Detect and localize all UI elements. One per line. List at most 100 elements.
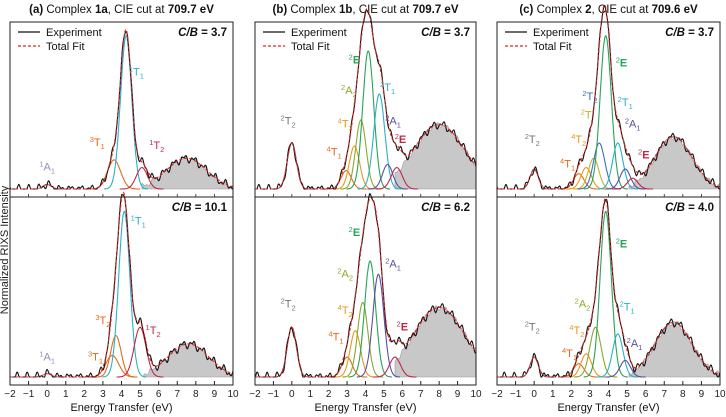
peak-label-2T1: 2T1 — [618, 95, 633, 111]
peak-1T1 — [102, 210, 147, 378]
peak-label-4T2: 4T2 — [569, 323, 584, 339]
x-tick-label: 1 — [307, 389, 313, 400]
peak-2E — [583, 210, 628, 378]
subplot-a2: 1A1 3T1 3T2 1T1 1T2 C/B = 10.1 −2 −1 0 1 2 3 4 5 6 7 8 9 1… — [4, 191, 239, 414]
x-tick-label: 10 — [714, 389, 726, 400]
peak-label-1A1: 1A1 — [39, 349, 55, 365]
peak-4T2 — [334, 145, 375, 190]
x-tick-label: 0 — [289, 389, 295, 400]
x-axis-label: Energy Transfer (eV) — [70, 402, 172, 414]
x-tick-label: 0 — [531, 389, 537, 400]
x-tick-label: 0 — [44, 389, 50, 400]
cb-ratio: C/B = 3.7 — [178, 27, 227, 39]
peak-label-2T2: 2T2 — [582, 89, 597, 105]
peak-label-4T1: 4T1 — [560, 157, 575, 173]
y-axis-label: Normalized RIXS Intensity — [0, 185, 11, 314]
x-tick-label: 3 — [100, 389, 106, 400]
x-tick-label: 6 — [643, 389, 649, 400]
peak-2A1 — [367, 163, 408, 190]
peak-2A2 — [573, 326, 618, 378]
peak-1T2 — [116, 326, 164, 378]
legend-fit-label: Total Fit — [291, 41, 330, 53]
peak-label-2T2: 2T2 — [281, 296, 296, 312]
peak-label-2T1: 2T1 — [380, 80, 395, 96]
cb-ratio: C/B = 3.7 — [421, 27, 470, 39]
peak-2A2 — [340, 119, 382, 190]
total-fit-line — [255, 196, 477, 378]
peak-label-4T1: 4T1 — [562, 346, 577, 362]
x-tick-label: 1 — [550, 389, 556, 400]
x-tick-label: 3 — [587, 389, 593, 400]
x-tick-label: 5 — [624, 389, 630, 400]
peak-2T1 — [357, 93, 402, 190]
peak-label-2T2: 2T2 — [525, 320, 540, 336]
cb-ratio: C/B = 3.7 — [665, 27, 714, 39]
peak-label-2E: 2E — [397, 320, 409, 334]
x-tick-label: 2 — [82, 389, 88, 400]
peak-2E — [612, 177, 654, 190]
x-tick-label: 9 — [699, 389, 705, 400]
panel-title: (a) Complex 1a, CIE cut at 709.7 eV — [29, 4, 214, 16]
x-tick-label: −1 — [510, 389, 522, 400]
peak-2E — [346, 50, 391, 190]
total-fit-line — [10, 191, 234, 378]
subplot-c2: 2T2 4T1 4T2 2A2 2E 2T1 2A1 C/B = 4.0 −2 −1 0 1 2 3 4 5 6… — [491, 196, 726, 414]
peak-label-1T1: 1T1 — [131, 214, 146, 230]
peak-4T2 — [565, 166, 607, 190]
peak-label-2A1: 2A1 — [625, 117, 641, 133]
peak-label-4T2: 4T2 — [571, 132, 586, 148]
x-tick-label: −2 — [491, 389, 503, 400]
peak-label-2E: 2E — [638, 147, 650, 161]
peak-2T1 — [597, 142, 639, 190]
legend: Experiment Total Fit — [263, 27, 347, 53]
legend-experiment-label: Experiment — [46, 27, 102, 39]
panel-title: (c) Complex 2, CIE cut at 709.6 eV — [519, 4, 698, 16]
peak-label-2E: 2E — [349, 225, 361, 239]
x-tick-label: 9 — [455, 389, 461, 400]
subplot-b1: 2T2 4T1 4T2 2A2 2E 2T1 2A1 2E C/B = 3.7 Experimen… — [254, 8, 477, 198]
peak-label-1T2: 1T2 — [149, 138, 164, 154]
peak-2T2 — [273, 326, 311, 378]
x-tick-label: −2 — [4, 389, 16, 400]
peak-label-2E: 2E — [349, 52, 361, 66]
x-tick-label: 9 — [212, 389, 218, 400]
legend: Experiment Total Fit — [18, 27, 102, 53]
peak-4T2 — [334, 330, 376, 378]
cb-ratio: C/B = 6.2 — [421, 202, 470, 214]
peak-label-1T1: 1T1 — [129, 65, 144, 81]
peak-2E — [583, 35, 628, 190]
background-area — [141, 156, 234, 190]
peak-4T2 — [565, 353, 607, 378]
x-tick-label: 10 — [227, 389, 239, 400]
peak-label-2E: 2E — [616, 237, 628, 251]
legend-fit-label: Total Fit — [533, 41, 572, 53]
total-fit-line — [497, 4, 721, 190]
peak-label-2T2: 2T2 — [281, 114, 296, 130]
x-axis-label: Energy Transfer (eV) — [314, 402, 416, 414]
peak-3T1 — [88, 159, 141, 190]
peak-4T1 — [326, 356, 368, 378]
x-tick-label: 8 — [436, 389, 442, 400]
x-tick-label: 2 — [569, 389, 575, 400]
panel-title: (b) Complex 1b, CIE cut at 709.7 eV — [272, 4, 458, 16]
x-tick-label: 7 — [661, 389, 667, 400]
peak-1T1 — [104, 35, 149, 190]
subplot-b2: 2T2 4T1 4T2 2A2 2E 2A1 2E C/B = 6.2 −2 −1 0 1 2 3 4 5 6 7… — [249, 192, 482, 414]
x-tick-label: 4 — [119, 389, 125, 400]
peak-label-2T: 2T — [581, 108, 592, 122]
x-tick-label: −2 — [249, 389, 261, 400]
x-tick-label: 1 — [63, 389, 69, 400]
x-tick-label: 6 — [400, 389, 406, 400]
peak-label-2T2: 2T2 — [525, 132, 540, 148]
peak-label-4T2: 4T2 — [338, 117, 353, 133]
legend-experiment-label: Experiment — [533, 27, 589, 39]
peak-2T — [573, 157, 615, 190]
experiment-line — [496, 5, 720, 190]
subplot-a1: 1A1 3T1 1T1 1T2 C/B = 3.7 Experiment Total Fit — [9, 21, 234, 198]
peak-3T2 — [95, 334, 137, 378]
peak-label-2A2: 2A2 — [337, 267, 353, 283]
peak-label-2A1: 2A1 — [627, 336, 643, 352]
peak-2A1 — [356, 273, 400, 378]
total-fit-line — [255, 8, 477, 190]
